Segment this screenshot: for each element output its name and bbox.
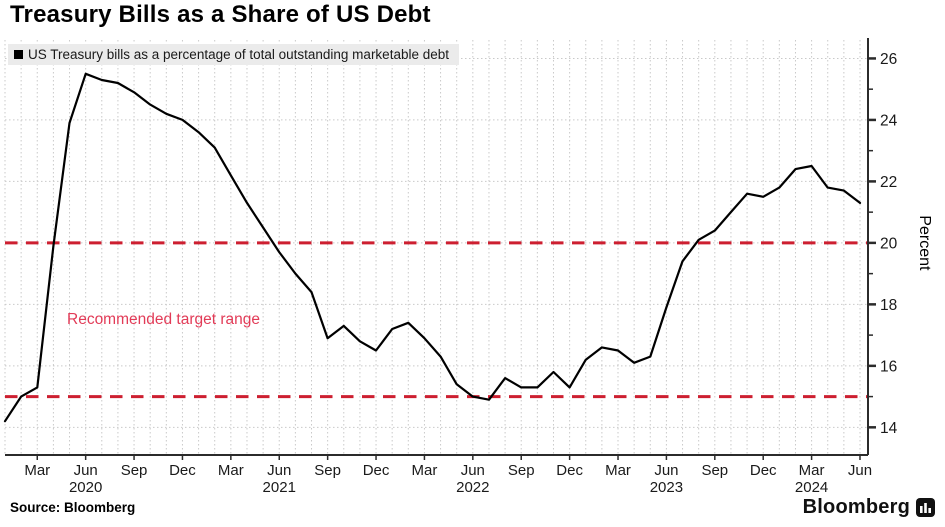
y-tick-label: 20 — [880, 235, 898, 252]
y-tick-label: 22 — [880, 174, 897, 191]
y-tick-label: 16 — [880, 358, 897, 375]
y-tick-label: 14 — [880, 420, 898, 437]
x-tick-label: Dec — [363, 462, 390, 479]
bloomberg-wordmark: Bloomberg — [802, 496, 910, 518]
x-tick-label: Sep — [508, 462, 535, 479]
x-tick-label: Jun — [74, 462, 98, 479]
x-year-label: 2021 — [263, 479, 296, 496]
y-axis-title: Percent — [916, 215, 933, 271]
x-tick-label: Dec — [556, 462, 583, 479]
x-tick-label: Mar — [24, 462, 50, 479]
chart-title: Treasury Bills as a Share of US Debt — [10, 1, 431, 28]
y-tick-label: 18 — [880, 297, 897, 314]
x-tick-label: Sep — [701, 462, 728, 479]
x-year-label: 2023 — [650, 479, 683, 496]
legend-label: US Treasury bills as a percentage of tot… — [28, 47, 449, 62]
x-tick-label: Mar — [412, 462, 438, 479]
x-tick-label: Dec — [169, 462, 196, 479]
x-tick-label: Mar — [605, 462, 631, 479]
x-tick-label: Jun — [848, 462, 872, 479]
x-tick-label: Mar — [799, 462, 825, 479]
x-year-label: 2022 — [456, 479, 489, 496]
chart-legend: US Treasury bills as a percentage of tot… — [8, 44, 459, 65]
y-tick-label: 24 — [880, 112, 898, 129]
target-range-annotation: Recommended target range — [67, 311, 261, 328]
x-tick-label: Jun — [267, 462, 291, 479]
bloomberg-logo: Bloomberg — [803, 496, 935, 519]
treasury-bills-series-line — [3, 72, 862, 423]
y-tick-label: 26 — [880, 51, 897, 68]
x-tick-label: Mar — [218, 462, 244, 479]
x-tick-label: Sep — [314, 462, 341, 479]
x-year-label: 2020 — [69, 479, 102, 496]
x-tick-label: Dec — [750, 462, 777, 479]
x-tick-label: Sep — [121, 462, 148, 479]
source-credit: Source: Bloomberg — [10, 500, 136, 515]
legend-swatch-square — [14, 50, 23, 59]
x-year-label: 2024 — [795, 479, 828, 496]
bloomberg-bars-icon — [916, 498, 935, 517]
x-tick-label: Jun — [461, 462, 485, 479]
x-tick-label: Jun — [654, 462, 678, 479]
